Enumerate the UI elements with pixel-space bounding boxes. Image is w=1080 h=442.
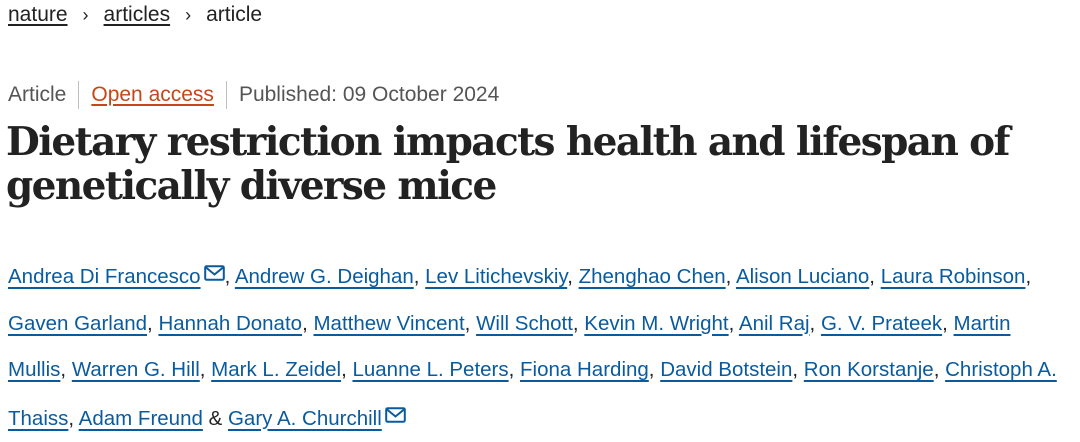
author-separator: , [508,358,515,381]
open-access-link[interactable]: Open access [91,83,214,106]
author-separator: , [809,311,816,335]
author-link[interactable]: Ron Korstanje [803,358,934,381]
author-link[interactable]: Adam Freund [78,406,203,430]
author-separator: , [341,358,347,381]
meta-divider [225,81,227,109]
author-separator: , [464,311,471,335]
author-link[interactable]: Luanne L. Peters [352,358,509,381]
author-separator: , [147,311,153,335]
breadcrumb-articles-link[interactable]: articles [103,3,171,26]
article-title: Dietary restriction impacts health and l… [6,119,1010,209]
author-separator: , [68,406,75,430]
author-separator: , [567,265,573,288]
author-separator: , [933,358,940,381]
author-separator: , [792,358,799,381]
author-link[interactable]: Mark L. Zeidel [211,358,342,381]
chevron-right-icon: › [82,4,89,25]
author-link[interactable]: Fiona Harding [520,358,649,381]
author-separator: , [224,265,231,288]
author-link[interactable]: Matthew Vincent [313,311,465,335]
author-separator: , [728,311,735,335]
author-separator: , [725,265,732,288]
author-link[interactable]: Will Schott [476,311,573,335]
author-separator: , [572,311,579,335]
author-link[interactable]: Kevin M. Wright [584,311,729,335]
author-link[interactable]: Andrew G. Deighan [234,265,414,288]
author-separator: , [413,265,420,288]
author-link[interactable]: Warren G. Hill [71,358,200,381]
author-separator: , [302,311,308,335]
author-separator: , [1025,265,1032,288]
article-meta: Article Open access Published: 09 Octobe… [8,78,499,112]
author-link[interactable]: Lev Litichevskiy [425,265,568,288]
author-separator: , [199,358,206,381]
breadcrumb-current: article [206,3,263,26]
author-separator: , [60,358,67,381]
breadcrumb: nature › articles › article [8,0,262,30]
author-list: Andrea Di Francesco, Andrew G. Deighan, … [8,252,1074,442]
author-separator: , [648,358,655,381]
author-link[interactable]: Hannah Donato [158,311,303,335]
author-separator: , [869,265,875,288]
author-link[interactable]: Christoph A. Thaiss [8,358,1057,430]
mail-icon[interactable] [203,252,225,299]
author-link[interactable]: Gary A. Churchill [227,406,382,430]
author-link[interactable]: G. V. Prateek [820,311,943,335]
author-link[interactable]: Alison Luciano [735,265,870,288]
article-type: Article [8,83,67,106]
author-link[interactable]: Andrea Di Francesco [8,265,201,288]
published-date: Published: 09 October 2024 [238,83,500,106]
author-link[interactable]: Anil Raj [738,311,810,335]
author-link[interactable]: Martin Mullis [8,311,1011,382]
breadcrumb-nature-link[interactable]: nature [8,3,68,26]
author-separator: , [942,311,948,335]
chevron-right-icon: › [185,4,192,25]
author-link[interactable]: Gaven Garland [8,311,148,335]
mail-icon[interactable] [384,394,406,441]
author-link[interactable]: Laura Robinson [880,265,1026,288]
author-ampersand: & [208,406,223,430]
author-link[interactable]: David Botstein [660,358,793,381]
author-link[interactable]: Zhenghao Chen [578,265,726,288]
meta-divider [78,81,80,109]
